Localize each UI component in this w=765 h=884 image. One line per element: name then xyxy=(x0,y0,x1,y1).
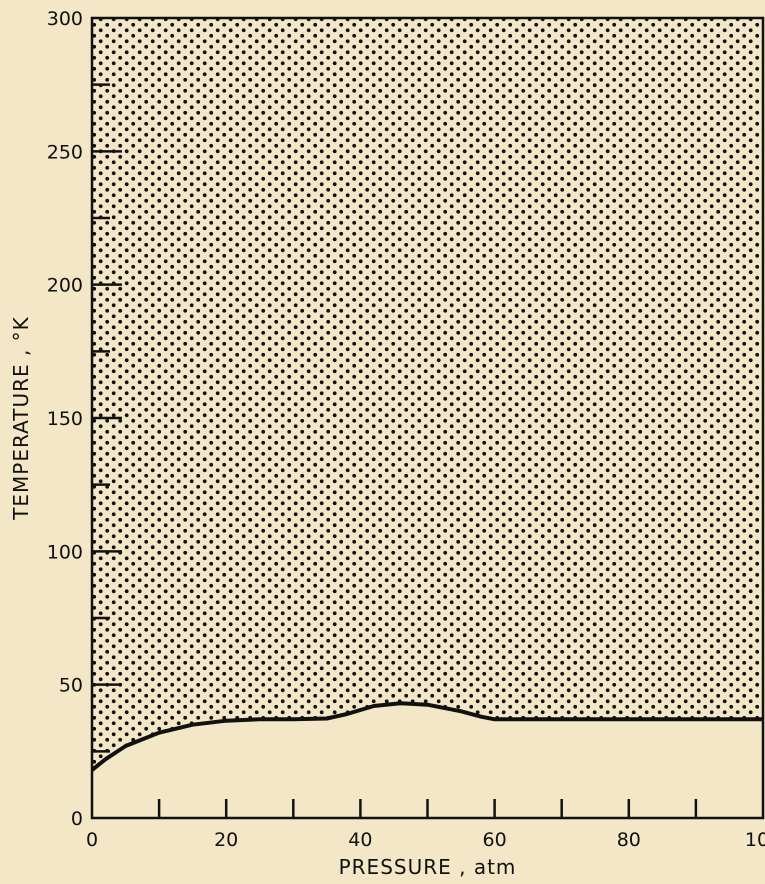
y-axis-title: TEMPERATURE , °K xyxy=(9,316,33,521)
boundary-curve xyxy=(92,701,763,772)
y-tick-label: 100 xyxy=(47,541,83,563)
y-tick-label: 0 xyxy=(71,808,83,830)
y-tick-label: 250 xyxy=(47,141,83,163)
x-tick-label: 40 xyxy=(348,829,372,851)
y-tick-label: 200 xyxy=(47,275,83,297)
y-tick-label: 150 xyxy=(47,408,83,430)
x-tick-label: 0 xyxy=(86,829,98,851)
x-tick-label: 20 xyxy=(214,829,238,851)
x-tick-label: 60 xyxy=(483,829,507,851)
stippled-region xyxy=(92,18,763,770)
x-tick-label: 100 xyxy=(745,829,765,851)
x-tick-label: 80 xyxy=(617,829,641,851)
y-tick-label: 300 xyxy=(47,8,83,30)
y-tick-label: 50 xyxy=(59,675,83,697)
x-axis-title: PRESSURE , atm xyxy=(339,855,517,879)
